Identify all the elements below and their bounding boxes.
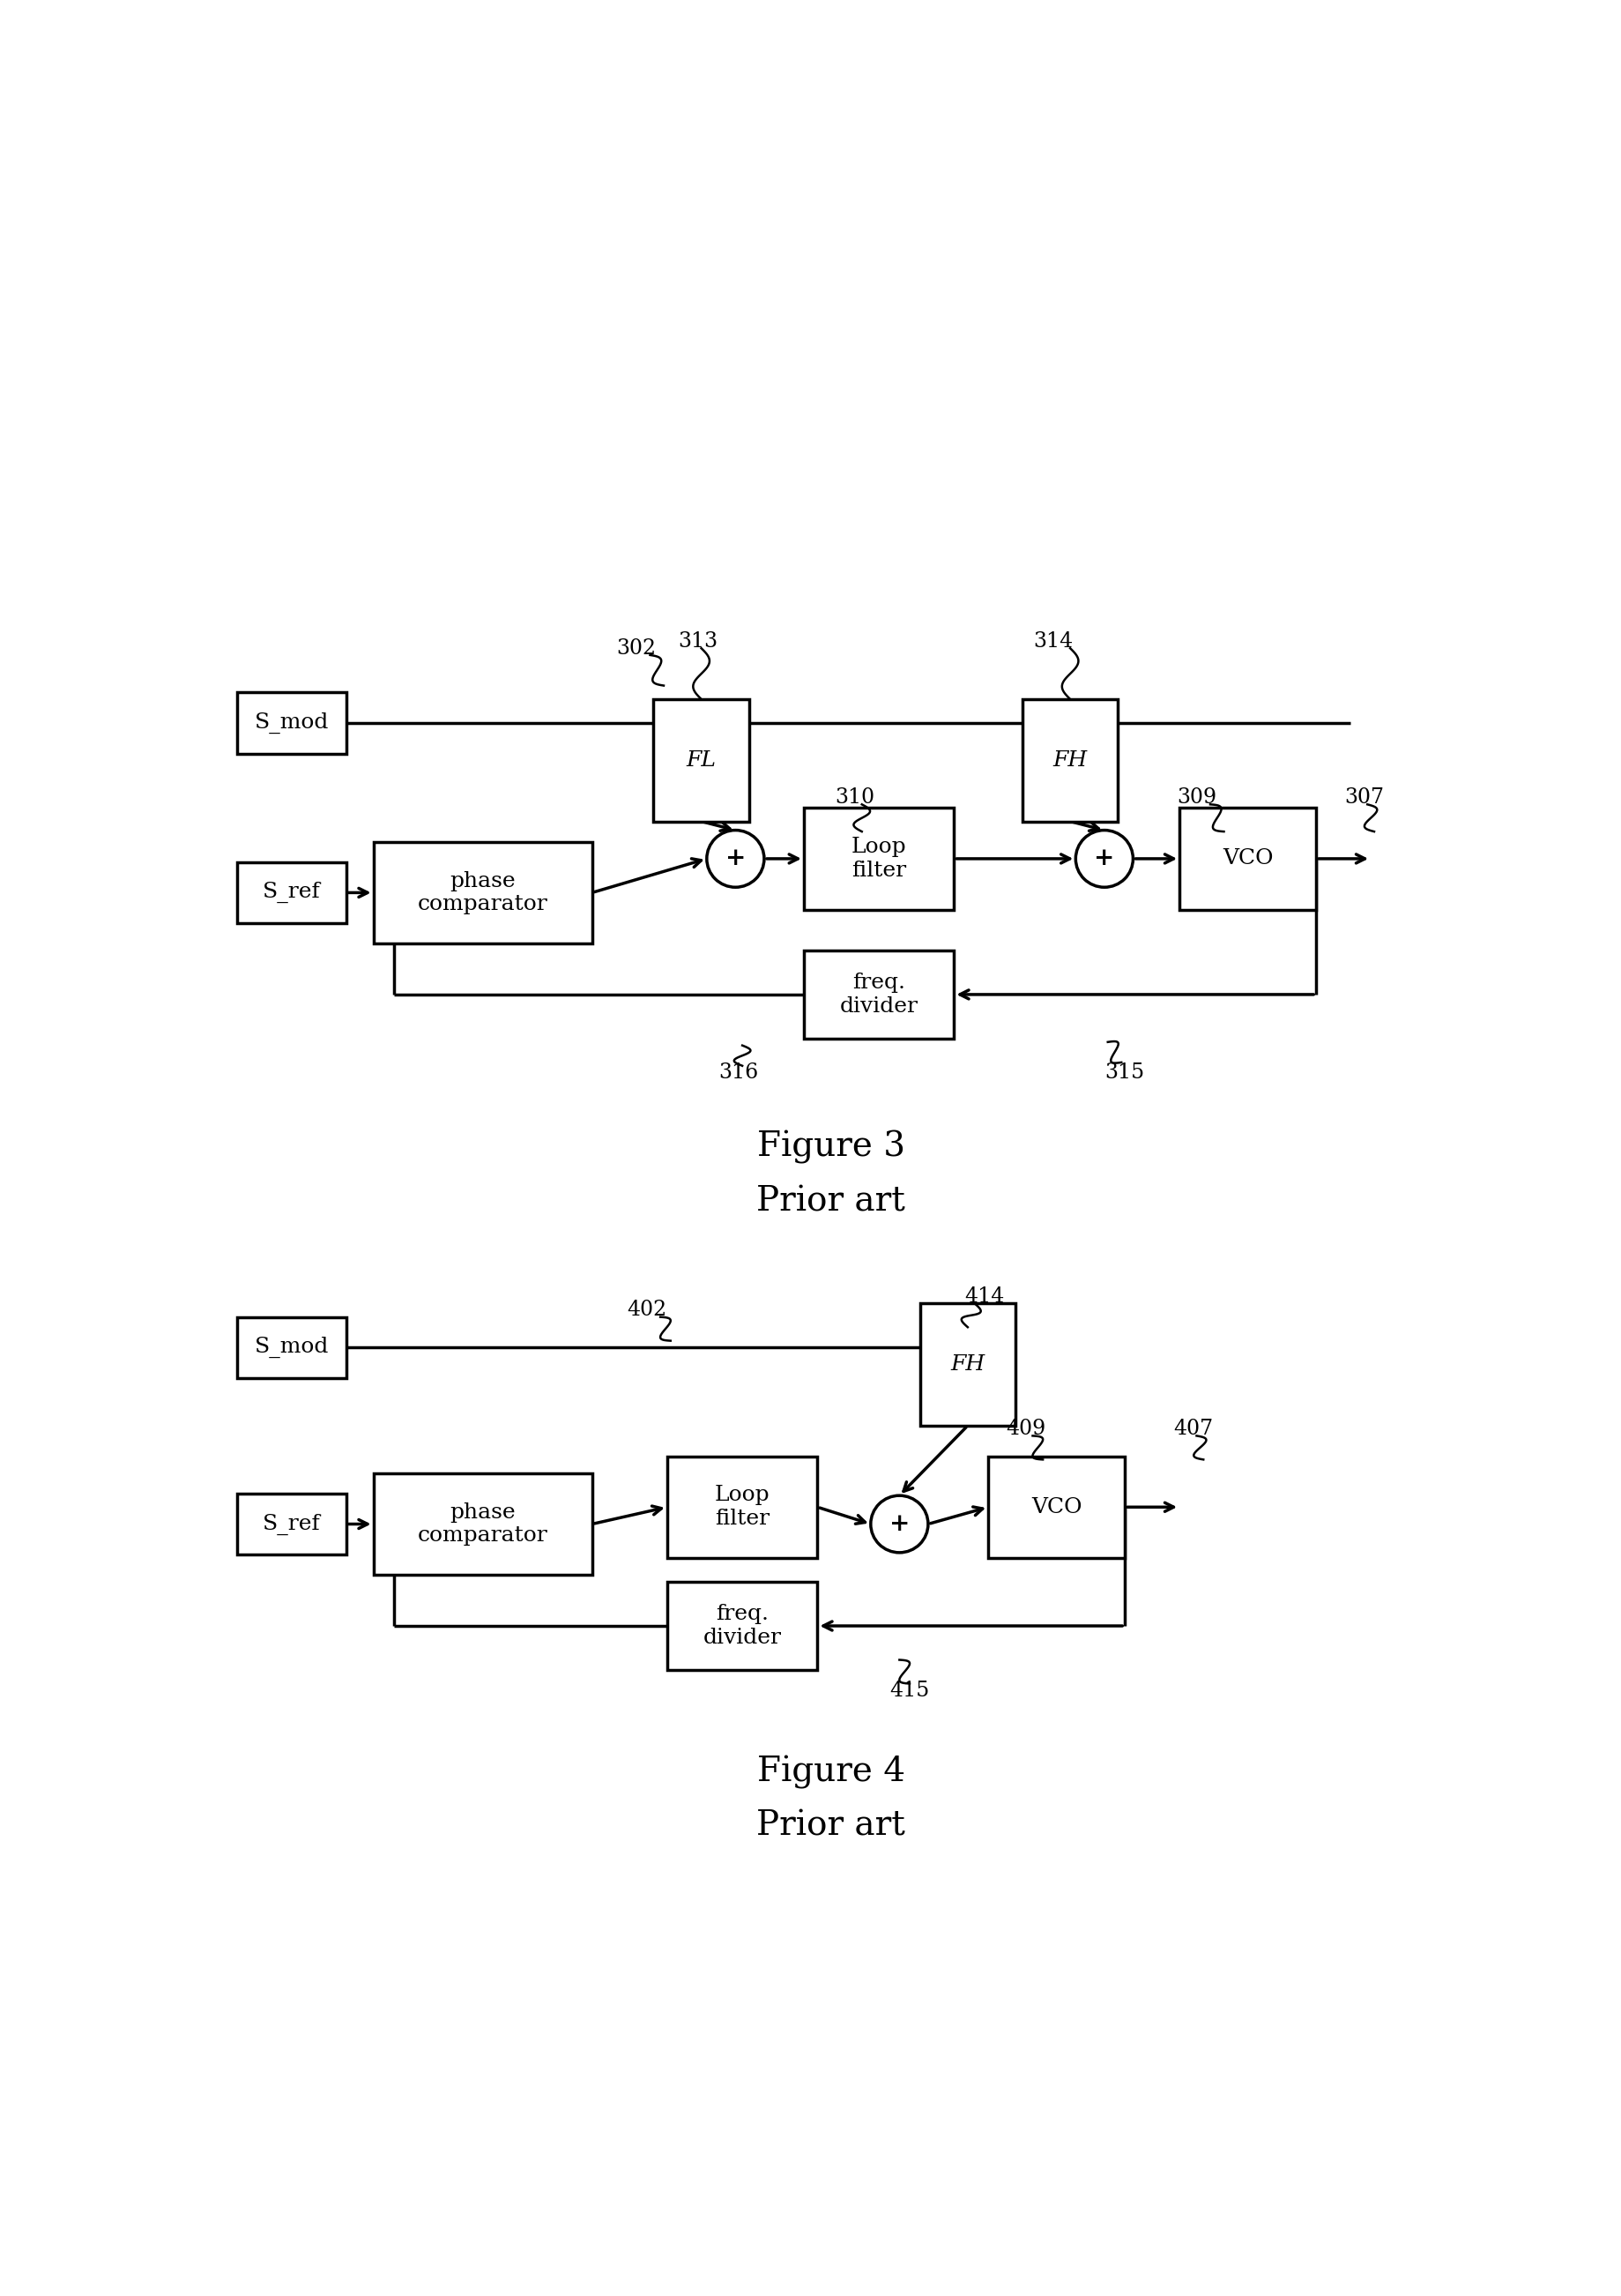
Text: +: + <box>725 847 746 870</box>
Bar <box>373 1474 592 1575</box>
Text: S_ref: S_ref <box>263 882 321 902</box>
Text: Prior art: Prior art <box>757 1185 906 1217</box>
Text: S_ref: S_ref <box>263 1513 321 1534</box>
Text: FH: FH <box>1054 751 1088 771</box>
Bar <box>237 1318 345 1378</box>
Text: 402: 402 <box>627 1300 666 1320</box>
Text: Loop
filter: Loop filter <box>851 836 906 882</box>
Bar <box>1180 808 1316 909</box>
Text: Prior art: Prior art <box>757 1809 906 1841</box>
Text: freq.
divider: freq. divider <box>704 1605 781 1649</box>
Text: Figure 3: Figure 3 <box>757 1130 905 1164</box>
Bar <box>919 1304 1015 1426</box>
Bar <box>653 700 749 822</box>
Text: Loop
filter: Loop filter <box>715 1486 770 1529</box>
Text: Figure 4: Figure 4 <box>757 1754 905 1789</box>
Text: +: + <box>1094 847 1115 870</box>
Text: 315: 315 <box>1106 1063 1144 1084</box>
Text: S_mod: S_mod <box>254 712 329 735</box>
Text: FH: FH <box>950 1355 986 1375</box>
Bar <box>668 1456 817 1559</box>
Text: 316: 316 <box>720 1063 759 1084</box>
Text: freq.
divider: freq. divider <box>840 974 917 1017</box>
Text: FL: FL <box>686 751 716 771</box>
Text: 415: 415 <box>890 1681 929 1701</box>
Text: 313: 313 <box>678 631 718 652</box>
Bar <box>237 1492 345 1554</box>
Bar <box>804 808 955 909</box>
Text: phase
comparator: phase comparator <box>418 870 548 914</box>
Text: 314: 314 <box>1033 631 1073 652</box>
Bar <box>668 1582 817 1669</box>
Text: 302: 302 <box>616 638 657 659</box>
Text: 407: 407 <box>1174 1419 1213 1440</box>
Bar <box>237 693 345 753</box>
Bar <box>237 861 345 923</box>
Bar <box>989 1456 1125 1559</box>
Text: VCO: VCO <box>1222 850 1272 868</box>
Text: S_mod: S_mod <box>254 1336 329 1359</box>
Bar <box>804 951 955 1038</box>
Text: VCO: VCO <box>1031 1497 1081 1518</box>
Text: 414: 414 <box>964 1286 1005 1306</box>
Text: phase
comparator: phase comparator <box>418 1502 548 1545</box>
Bar <box>1023 700 1118 822</box>
Bar <box>373 843 592 944</box>
Text: +: + <box>888 1513 909 1536</box>
Text: 309: 309 <box>1177 788 1216 808</box>
Text: 310: 310 <box>835 788 875 808</box>
Text: 409: 409 <box>1007 1419 1046 1440</box>
Text: 307: 307 <box>1344 788 1384 808</box>
